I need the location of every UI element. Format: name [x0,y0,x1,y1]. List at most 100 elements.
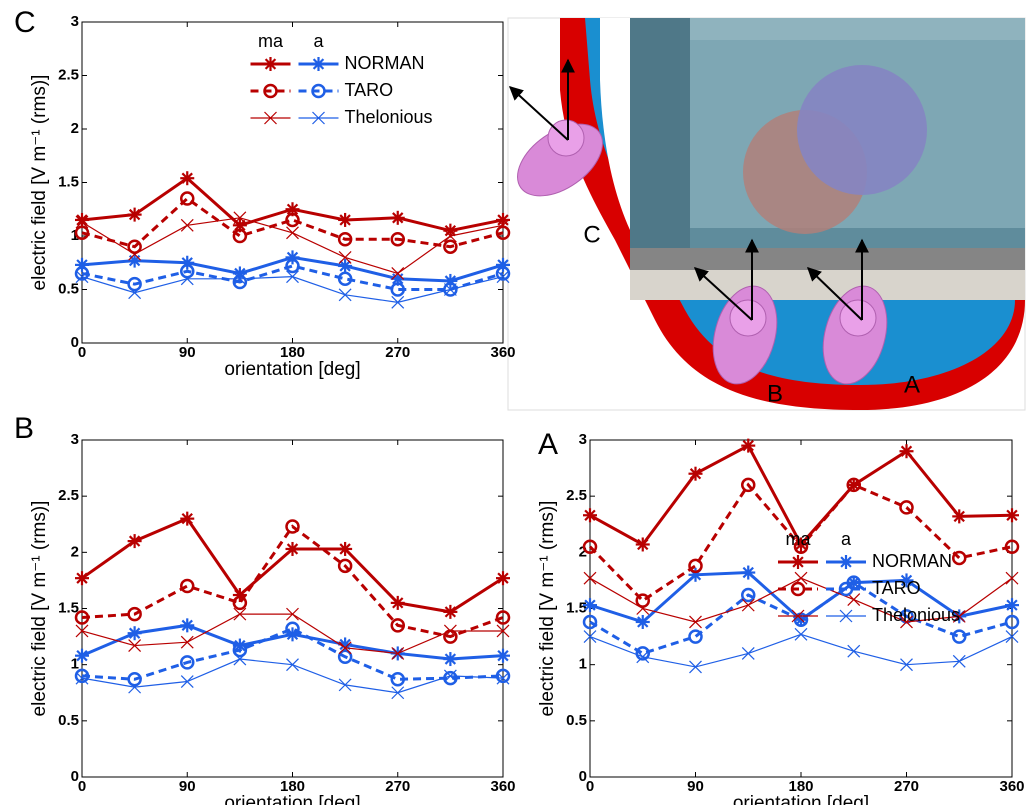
marker-stroke [286,226,299,240]
y-tick-label: 2 [71,120,79,137]
marker-stroke [128,639,142,652]
marker-stroke [74,668,90,684]
marker-stroke [233,272,247,286]
x-tick-label: 360 [490,344,515,361]
marker-stroke [952,609,966,623]
marker [127,207,142,222]
marker [233,272,247,286]
marker [286,270,299,284]
legend-label: NORMAN [345,53,425,73]
marker [127,534,142,549]
marker [390,672,405,687]
series-line [588,482,1013,603]
marker [791,609,805,623]
marker-stroke [180,264,195,279]
marker-stroke [790,581,806,597]
marker [1005,598,1019,613]
y-tick-label: 0.5 [58,280,79,297]
marker-stroke [583,571,597,585]
marker-stroke [128,286,142,300]
marker-stroke [391,295,405,309]
marker [74,610,90,625]
marker [390,282,405,297]
marker [180,675,194,688]
marker-stroke [181,619,193,632]
marker-stroke [496,671,510,685]
marker-stroke [689,468,702,480]
marker-stroke [128,208,141,221]
marker [495,610,511,625]
marker-stroke [741,587,756,603]
legend: ma a NORMAN TARO Thelonious [778,529,960,625]
x-tick-label: 360 [490,778,515,795]
legend-header: a [313,31,324,51]
marker [286,658,299,672]
marker [128,680,142,694]
marker-stroke [635,646,650,661]
marker [75,212,89,227]
marker-stroke [337,558,353,574]
marker [338,288,352,302]
marker-stroke [582,614,598,630]
marker-stroke [847,593,861,606]
marker [443,624,457,638]
x-axis-label: orientation [deg] [733,793,869,805]
marker-stroke [75,215,89,229]
marker-stroke [390,231,405,247]
marker-stroke [444,224,457,237]
marker [127,626,142,641]
x-tick-label: 180 [280,778,305,795]
marker [952,629,967,644]
marker [496,624,510,638]
marker [900,615,913,629]
marker [127,239,142,254]
marker-stroke [900,615,913,629]
marker [583,508,597,523]
marker-stroke [338,641,352,655]
marker-stroke [233,607,247,621]
marker [635,646,650,661]
x-tick-label: 180 [788,778,813,795]
marker-stroke [443,239,458,254]
marker [391,686,405,700]
y-tick-label: 1.5 [58,599,79,616]
marker-stroke [1005,571,1019,585]
marker-stroke [337,231,353,247]
marker [338,641,352,655]
marker-stroke [285,621,300,636]
marker [495,668,511,684]
marker [636,650,650,664]
marker [390,231,405,247]
marker [75,270,89,284]
y-tick-label: 2.5 [566,487,587,504]
y-tick-label: 2.5 [58,66,79,83]
marker-stroke [688,558,703,574]
illustration: C B A [507,17,1026,411]
marker [1005,571,1019,585]
marker-stroke [636,650,650,664]
y-axis-label: electric field [V m⁻¹ (rms)] [29,501,50,717]
marker-stroke [180,655,195,670]
marker [496,671,510,685]
marker-stroke [286,270,299,284]
marker [391,647,405,660]
marker-stroke [443,669,457,683]
marker-stroke [74,225,90,241]
marker-stroke [232,274,248,290]
x-axis-label: orientation [deg] [224,793,360,805]
marker [338,678,352,692]
marker-stroke [392,212,404,224]
marker-stroke [583,630,597,644]
marker [899,573,914,588]
y-tick-label: 0.5 [566,712,587,729]
marker [233,652,247,666]
marker-stroke [953,510,965,523]
marker-stroke [180,191,195,206]
marker [337,231,353,247]
marker-stroke [391,267,405,280]
marker-stroke [312,111,325,125]
marker [443,282,458,297]
marker [583,571,597,585]
marker-stroke [636,602,650,615]
